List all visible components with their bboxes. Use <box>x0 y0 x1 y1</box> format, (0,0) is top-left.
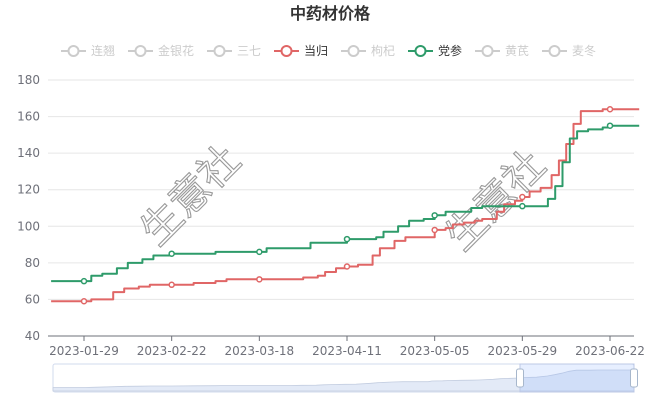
x-axis: 2023-01-29 2023-02-22 2023-03-18 2023-04-11… <box>48 335 645 358</box>
legend-item-5[interactable]: 枸杞 <box>341 43 395 58</box>
y-tick-label: 140 <box>17 146 40 160</box>
legend-label: 连翘 <box>91 43 115 58</box>
x-tick-label: 2023-06-22 <box>575 344 645 358</box>
x-tick-label: 2023-03-18 <box>224 344 294 358</box>
series-line <box>51 108 640 303</box>
y-tick-label: 80 <box>25 256 40 270</box>
legend-item-7[interactable]: 黄芪 <box>475 44 529 58</box>
zoom-overview-area <box>52 369 635 392</box>
legend-circle-icon <box>414 45 427 57</box>
legend-item-6[interactable]: 党参 <box>408 43 462 58</box>
y-tick-label: 160 <box>17 110 40 124</box>
y-tick-label: 180 <box>17 73 40 87</box>
legend-label: 麦冬 <box>572 43 596 58</box>
legend-label: 金银花 <box>158 43 194 58</box>
series-point[interactable] <box>431 212 438 219</box>
legend-circle-icon <box>67 45 80 57</box>
y-tick-label: 40 <box>25 329 40 343</box>
legend-circle-icon <box>213 45 226 57</box>
series-point[interactable] <box>80 277 88 285</box>
zoom-handle-right[interactable] <box>630 368 638 388</box>
legend-item-1[interactable]: 连翘 <box>61 43 115 58</box>
series-point[interactable] <box>519 193 526 201</box>
x-tick-label: 2023-05-29 <box>487 344 557 358</box>
legend-label: 黄芪 <box>505 44 529 58</box>
series-point[interactable] <box>168 281 175 289</box>
legend-circle-icon <box>280 45 293 57</box>
y-tick-label: 60 <box>25 292 40 306</box>
grid-lines <box>48 79 634 300</box>
series-1 <box>51 106 640 305</box>
y-tick-label: 120 <box>17 183 40 197</box>
x-tick-label: 2023-01-29 <box>49 344 119 358</box>
series-point[interactable] <box>606 106 614 113</box>
series-point[interactable] <box>256 276 263 283</box>
legend-circle-icon <box>134 45 147 57</box>
legend-circle-icon <box>481 45 494 57</box>
series-point[interactable] <box>80 298 88 305</box>
legend-item-8[interactable]: 麦冬 <box>542 43 596 58</box>
y-axis: 40 60 80 100 120 140 160 180 <box>17 73 40 343</box>
legend-item-2[interactable]: 金银花 <box>128 43 194 58</box>
legend-label: 党参 <box>438 43 462 58</box>
series-point[interactable] <box>343 235 351 243</box>
x-tick-label: 2023-05-05 <box>400 344 470 358</box>
legend: 连翘 金银花 三七 当归 枸杞 党参 黄芪 麦冬 <box>61 43 596 58</box>
legend-label: 枸杞 <box>371 43 395 58</box>
watermark-text: 生意社 <box>132 137 249 254</box>
legend-item-3[interactable]: 三七 <box>207 44 261 58</box>
series-2 <box>51 122 640 285</box>
series-layer <box>51 106 640 305</box>
y-tick-label: 100 <box>17 219 40 233</box>
zoom-handle-left[interactable] <box>516 368 524 388</box>
legend-circle-icon <box>548 45 561 57</box>
series-line <box>51 124 640 283</box>
series-point[interactable] <box>431 226 438 234</box>
legend-item-4[interactable]: 当归 <box>274 44 328 58</box>
series-point[interactable] <box>519 202 526 210</box>
x-tick-label: 2023-04-11 <box>312 344 382 358</box>
legend-label: 三七 <box>237 44 261 58</box>
watermark-text: 生意社 <box>437 142 554 259</box>
series-point[interactable] <box>606 122 614 129</box>
x-tick-label: 2023-02-22 <box>137 344 207 358</box>
watermarks: 生意社 生意社 <box>132 137 555 260</box>
series-point[interactable] <box>168 250 175 257</box>
legend-circle-icon <box>347 45 360 57</box>
series-point[interactable] <box>256 248 263 256</box>
data-zoom-slider[interactable] <box>52 363 638 393</box>
zoom-selection[interactable] <box>519 363 635 393</box>
legend-label: 当归 <box>304 44 328 58</box>
series-point[interactable] <box>343 263 351 270</box>
chart-title: 中药材价格 <box>290 4 371 23</box>
